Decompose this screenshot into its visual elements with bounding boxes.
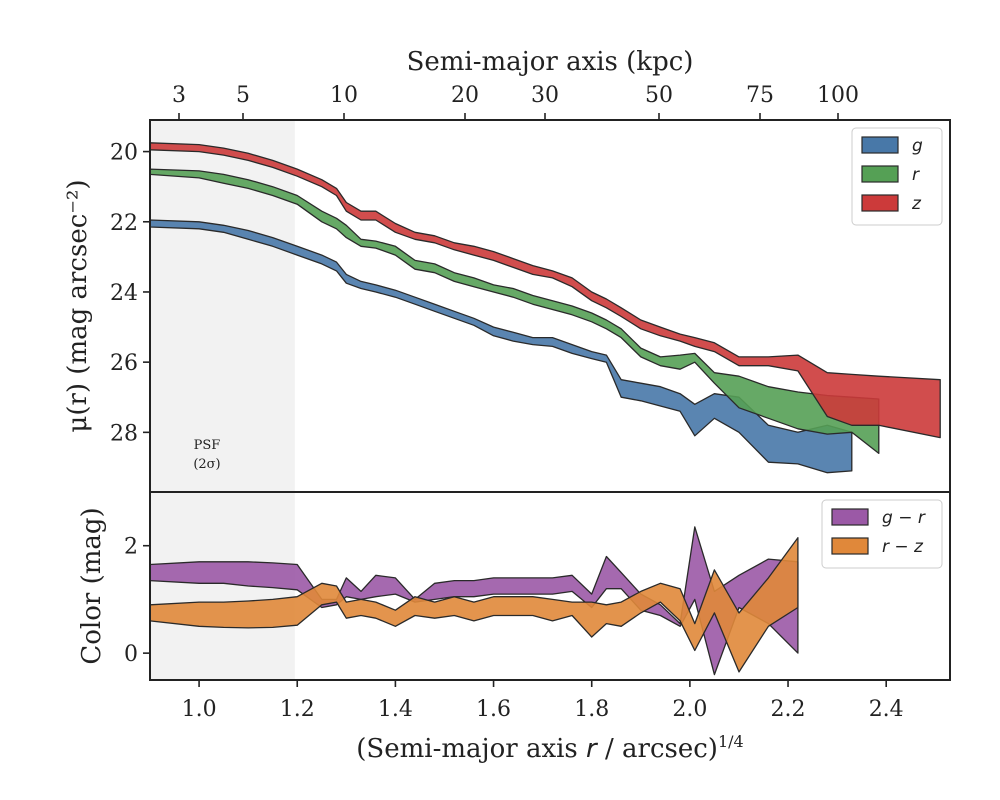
color-legend-label: g − r <box>882 508 926 528</box>
top-x-tick-label: 10 <box>330 83 358 108</box>
band-r <box>149 168 880 455</box>
top-legend-swatch <box>861 136 899 154</box>
color-legend-swatch <box>831 537 869 555</box>
top-x-tick-label: 100 <box>817 83 859 108</box>
top-y-tick-label: 28 <box>110 421 138 446</box>
color-legend: g − r r − z <box>821 499 943 569</box>
psf-label: PSF <box>194 438 221 453</box>
top-y-tick-label: 26 <box>110 351 138 376</box>
x-axis-label: (Semi-major axis r / arcsec)1/4 <box>356 732 743 764</box>
color-legend-swatch <box>831 508 869 526</box>
top-y-axis-label: μ(r) (mag arcsec⁻²) <box>63 179 93 432</box>
top-legend-label: g <box>912 136 923 156</box>
x-tick-label: 2.4 <box>869 697 904 722</box>
top-legend-label: z <box>911 194 922 214</box>
x-tick-label: 1.0 <box>182 697 217 722</box>
x-tick-label: 1.8 <box>574 697 609 722</box>
x-tick-label: 1.4 <box>378 697 413 722</box>
color-panel-frame <box>149 491 951 681</box>
top-x-tick-label: 30 <box>531 83 559 108</box>
band-g-minus-r <box>149 526 799 676</box>
x-tick-label: 2.2 <box>771 697 806 722</box>
top-x-tick-label: 50 <box>645 83 673 108</box>
color-panel: 02 1.0 1.2 1.4 1.6 1.8 2.0 2.2 2.4 Color (mag) … <box>77 491 951 764</box>
color-legend-label: r − z <box>882 537 924 557</box>
top-x-tick-label: 75 <box>746 83 774 108</box>
color-y-tick-label: 2 <box>124 535 138 560</box>
top-y-tick-label: 22 <box>110 211 138 236</box>
band-r-minus-z <box>149 537 799 673</box>
top-x-tick-label: 5 <box>236 83 250 108</box>
top-x-tick-label: 20 <box>451 83 479 108</box>
top-y-tick-label: 24 <box>110 281 138 306</box>
color-y-tick-label: 0 <box>124 642 138 667</box>
top-legend: grz <box>851 127 943 226</box>
band-z <box>149 142 941 439</box>
band-g <box>149 219 853 474</box>
top-legend-label: r <box>912 165 920 185</box>
top-legend-swatch <box>861 194 899 212</box>
psf-label-sigma: (2σ) <box>193 457 220 472</box>
top-y-tick-label: 20 <box>110 141 138 166</box>
x-tick-label: 2.0 <box>672 697 707 722</box>
top-legend-swatch <box>861 165 899 183</box>
x-tick-label: 1.2 <box>280 697 315 722</box>
top-x-tick-label: 3 <box>172 83 186 108</box>
x-tick-label: 1.6 <box>476 697 511 722</box>
surface-brightness-panel: 20 22 24 26 28 3 5 10 20 30 50 75 100 Semi-major ax… <box>63 47 951 493</box>
top-axis-label: Semi-major axis (kpc) <box>407 47 694 77</box>
color-y-axis-label: Color (mag) <box>77 507 107 664</box>
